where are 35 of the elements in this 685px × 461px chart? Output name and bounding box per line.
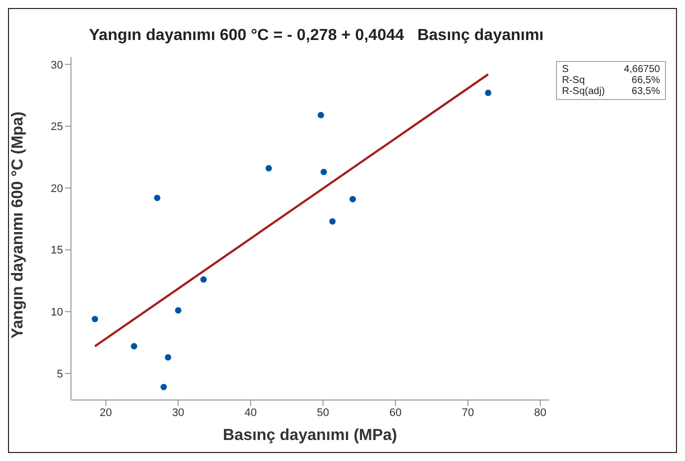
y-tick-label: 30 (50, 59, 63, 72)
point (318, 112, 324, 118)
point (154, 194, 160, 202)
x-axis-title: Basınç dayanımı (MPa) (222, 427, 398, 444)
point (350, 196, 356, 202)
y-tick-label: 15 (50, 244, 63, 257)
x-tick-label: 70 (462, 406, 474, 419)
x-tick-label: 20 (100, 406, 112, 419)
text: 66,5% (630, 75, 660, 86)
point (320, 168, 327, 176)
text: S (562, 64, 570, 75)
x-tick-label: 30 (172, 406, 184, 419)
text: 63,5% (630, 86, 660, 97)
point (160, 384, 167, 390)
point (130, 343, 138, 350)
point (92, 316, 98, 322)
x-tick-label: 80 (534, 406, 546, 419)
y-tick-label: 10 (50, 306, 63, 319)
point (484, 90, 492, 96)
text: 4,66750 (622, 64, 660, 75)
x-tick-label: 60 (389, 406, 402, 419)
y-axis-title: Yangın dayanımı 600 °C (Mpa) (10, 112, 27, 338)
point (200, 276, 207, 283)
y-tick-label: 20 (50, 182, 63, 195)
x-tick-label: 40 (244, 406, 257, 419)
chart-title: Yangın dayanımı 600 °C = - 0,278 + 0,4044 Basınç dayanımı (89, 27, 544, 45)
point (174, 307, 182, 314)
y-tick-label: 5 (56, 368, 63, 380)
text: R-Sq (562, 75, 586, 86)
point (164, 354, 172, 361)
point (329, 218, 336, 225)
text: R-Sq(adj) (562, 86, 606, 97)
x-tick-label: 50 (316, 406, 330, 419)
y-tick-label: 25 (50, 121, 63, 134)
point (266, 165, 272, 172)
